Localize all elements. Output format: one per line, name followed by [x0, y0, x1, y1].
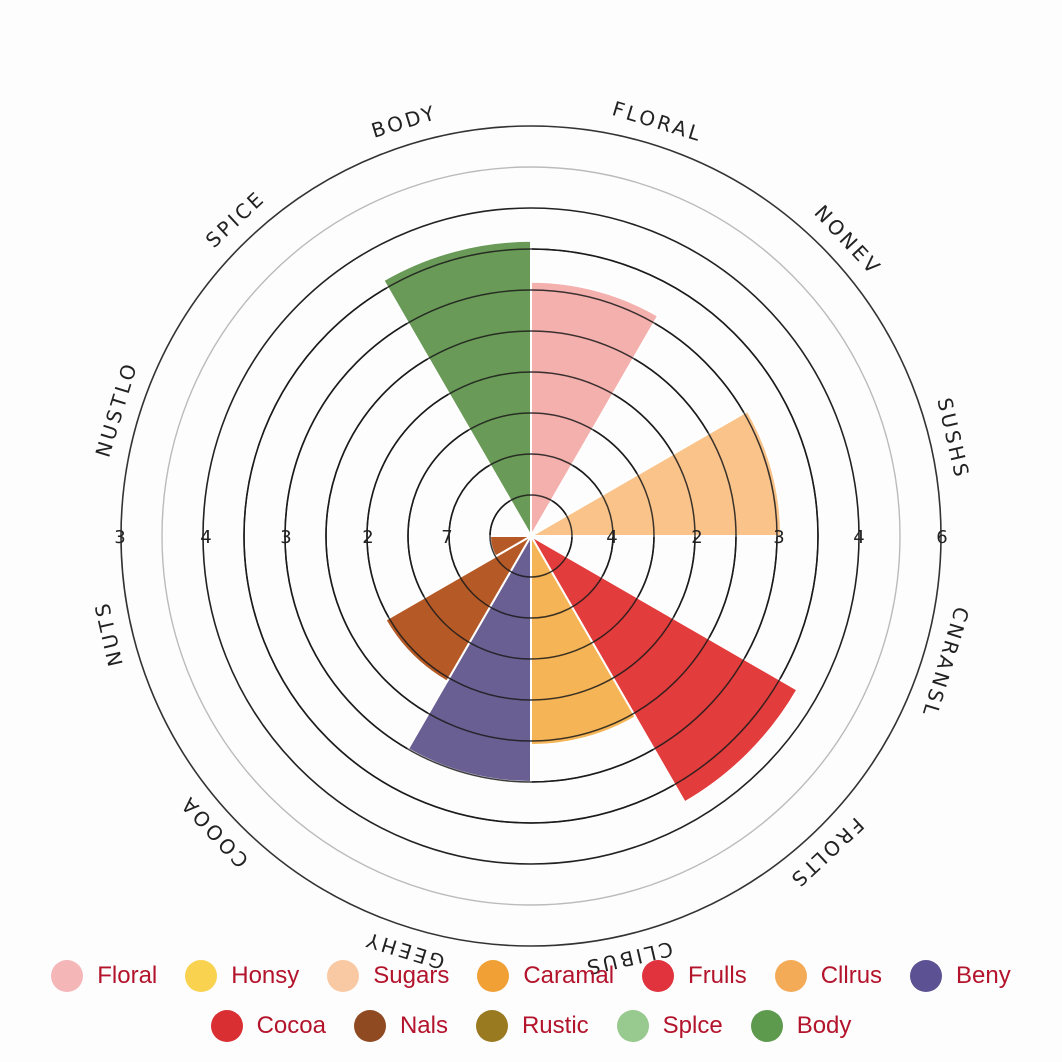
wedge-nals	[384, 533, 534, 683]
legend-swatch	[353, 1010, 386, 1042]
legend-label: Honsy	[231, 962, 300, 989]
tick-label: 3	[280, 527, 291, 548]
rim-label: NONEV	[810, 200, 887, 280]
legend-swatch	[210, 1010, 243, 1042]
legend-label: Cocoa	[256, 1012, 326, 1039]
tick-label: 4	[853, 527, 864, 548]
wedge-sugars	[527, 409, 783, 537]
grid-ring-overlay	[407, 412, 655, 660]
legend-swatch	[51, 960, 84, 992]
rim-label: SPICE	[201, 186, 270, 253]
grid-ring	[202, 207, 860, 865]
grid-ring-overlay	[243, 248, 819, 824]
tick-label: 2	[691, 527, 702, 548]
grid-rings-overlay	[243, 248, 819, 824]
legend-label: Splce	[662, 1012, 723, 1039]
wedge-body	[382, 239, 532, 540]
legend-item: Caramal	[477, 960, 614, 992]
legend-swatch	[475, 1010, 508, 1042]
legend-swatch	[616, 1010, 649, 1042]
legend-label: Frulls	[688, 962, 747, 989]
legend-label: Sugars	[373, 962, 450, 989]
legend-item: Honsy	[185, 960, 299, 992]
legend-item: Beny	[910, 960, 1011, 992]
wedge-floral	[530, 280, 660, 540]
legend-swatch	[327, 960, 360, 992]
wedge-frulls	[528, 533, 799, 804]
legend-label: Rustic	[521, 1012, 589, 1039]
rim-label: FLORAL	[609, 96, 706, 146]
tick-label: 4	[606, 527, 617, 548]
tick-label: 7	[441, 527, 452, 548]
rim-label: COOOA	[175, 791, 254, 873]
legend-label: Cllrus	[820, 962, 883, 989]
tick-label: 6	[936, 527, 947, 548]
rim-label: NUTS	[89, 598, 127, 668]
legend-item: Nals	[353, 1010, 448, 1042]
grid-ring	[161, 166, 901, 906]
legend-swatch	[642, 960, 675, 992]
rim-label: BODY	[368, 100, 440, 143]
legend-swatch	[185, 960, 218, 992]
legend-item: Cllrus	[774, 960, 883, 992]
rim-label: SUSHS	[932, 395, 974, 481]
legend-label: Nals	[399, 1012, 448, 1039]
legend-label: Floral	[97, 962, 158, 989]
legend-label: Body	[796, 1012, 852, 1039]
wedge-caramal	[530, 532, 637, 747]
legend-row-1: Floral Honsy Sugars Caramal Frulls Cllrus Beny	[0, 960, 1062, 992]
grid-ring	[120, 125, 942, 947]
rim-label: FROLTS	[785, 813, 869, 894]
legend-item: Frulls	[642, 960, 747, 992]
legend-item: Sugars	[327, 960, 449, 992]
tick-label: 3	[773, 527, 784, 548]
tick-label: 3	[114, 527, 125, 548]
grid-ring-overlay	[448, 453, 614, 619]
legend-item: Splce	[616, 1010, 723, 1042]
wedge-group	[243, 239, 819, 824]
legend-label: Beny	[956, 962, 1011, 989]
legend-swatch	[774, 960, 807, 992]
legend-swatch	[750, 1010, 783, 1042]
rim-label: CNRANSL	[917, 604, 974, 721]
grid-ring-overlay	[284, 289, 778, 783]
legend-item: Floral	[51, 960, 157, 992]
legend-row-2: Cocoa Nals Rustic Splce Body	[0, 1010, 1062, 1042]
legend-item: Cocoa	[210, 1010, 326, 1042]
legend-swatch	[477, 960, 510, 992]
tick-label: 4	[200, 527, 211, 548]
grid-ring-overlay	[366, 371, 696, 701]
legend-item: Body	[750, 1010, 852, 1042]
grid-ring-overlay	[325, 330, 737, 742]
legend-swatch	[910, 960, 943, 992]
tick-label: 2	[362, 527, 373, 548]
rim-label: NUSTLO	[91, 359, 143, 460]
grid-ring-overlay	[489, 494, 573, 578]
tick-labels: 3 4 3 2 7 4 2 3 4 6	[114, 527, 947, 548]
legend-label: Caramal	[523, 962, 615, 989]
legend-item: Rustic	[475, 1010, 589, 1042]
